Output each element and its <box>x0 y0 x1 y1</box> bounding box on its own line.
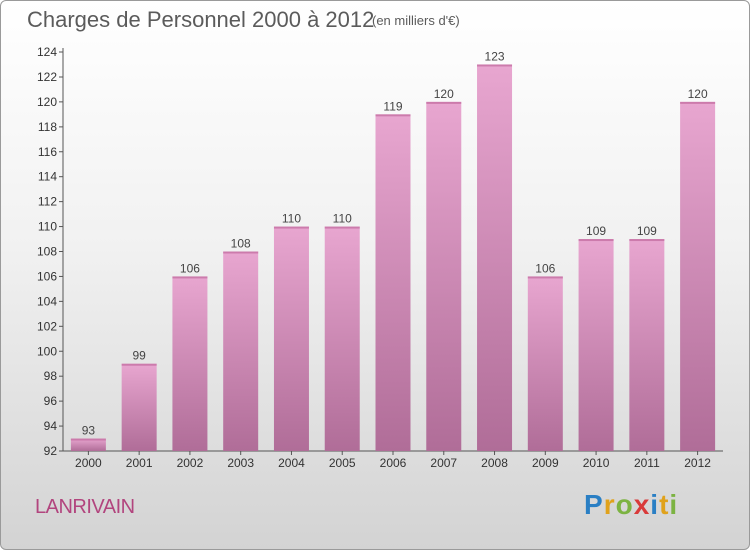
y-tick-label: 112 <box>38 195 57 209</box>
bar-2008 <box>477 64 513 451</box>
y-tick-label: 120 <box>37 95 57 109</box>
commune-name: LANRIVAIN <box>35 496 135 518</box>
bar-2009 <box>527 276 563 451</box>
logo-letter: t <box>659 489 670 520</box>
proxiti-logo: Proxiti <box>584 489 678 521</box>
chart-subtitle: (en milliers d'€) <box>372 13 460 28</box>
bar-2004 <box>273 226 309 451</box>
data-label: 108 <box>231 237 251 251</box>
y-tick-label: 116 <box>38 145 57 159</box>
y-tick-label: 96 <box>44 394 58 408</box>
x-tick-label: 2007 <box>430 456 457 470</box>
y-tick-label: 110 <box>38 220 57 234</box>
y-tick-label: 108 <box>37 245 57 259</box>
x-tick-label: 2008 <box>481 456 508 470</box>
x-tick-label: 2005 <box>329 456 356 470</box>
bar-2001 <box>121 363 157 451</box>
bar-top-edge <box>70 438 106 441</box>
bar-2011 <box>629 239 665 451</box>
chart-title: Charges de Personnel 2000 à 2012 <box>27 7 375 32</box>
bar-top-edge <box>527 276 563 279</box>
bar-top-edge <box>477 64 513 67</box>
y-tick-label: 102 <box>37 319 57 333</box>
bar-top-edge <box>324 226 360 229</box>
data-label: 106 <box>535 261 555 275</box>
data-label: 110 <box>333 212 352 226</box>
x-tick-label: 2012 <box>684 456 711 470</box>
bar-2007 <box>426 101 462 451</box>
x-tick-label: 2003 <box>227 456 254 470</box>
bar-2000 <box>70 438 106 451</box>
y-tick-label: 124 <box>37 45 57 59</box>
data-label: 110 <box>282 212 301 226</box>
y-tick-label: 118 <box>38 120 57 134</box>
data-label: 120 <box>688 87 708 101</box>
logo-letter: i <box>650 489 660 520</box>
bar-2003 <box>223 251 259 451</box>
logo-letter: o <box>615 489 634 520</box>
y-tick-label: 94 <box>44 419 58 433</box>
logo-letter: x <box>633 489 651 520</box>
bar-top-edge <box>121 363 157 366</box>
y-tick-label: 104 <box>37 294 57 308</box>
x-tick-label: 2000 <box>75 456 102 470</box>
y-tick-label: 98 <box>44 369 58 383</box>
x-tick-label: 2010 <box>583 456 610 470</box>
bar-top-edge <box>223 251 259 254</box>
y-tick-label: 122 <box>37 70 57 84</box>
bar-2002 <box>172 276 208 451</box>
x-tick-label: 2009 <box>532 456 559 470</box>
data-label: 119 <box>383 99 402 113</box>
bar-2010 <box>578 239 614 451</box>
x-tick-label: 2006 <box>380 456 407 470</box>
y-tick-label: 100 <box>37 344 57 358</box>
bar-top-edge <box>629 239 665 242</box>
logo-letter: P <box>584 489 604 520</box>
bar-top-edge <box>273 226 309 229</box>
bar-2012 <box>680 101 716 451</box>
data-label: 109 <box>637 224 657 238</box>
bar-top-edge <box>172 276 208 279</box>
bar-top-edge <box>426 101 462 104</box>
x-tick-label: 2001 <box>126 456 153 470</box>
x-tick-label: 2004 <box>278 456 305 470</box>
logo-letter: r <box>603 489 616 520</box>
data-label: 123 <box>485 49 505 63</box>
data-label: 106 <box>180 261 200 275</box>
data-label: 109 <box>586 224 606 238</box>
logo-letter: i <box>669 489 679 520</box>
bar-2006 <box>375 114 411 451</box>
y-tick-label: 92 <box>44 444 58 458</box>
data-label: 99 <box>132 349 146 363</box>
data-label: 120 <box>434 87 454 101</box>
y-tick-label: 114 <box>38 170 57 184</box>
bar-2005 <box>324 226 360 451</box>
y-tick-label: 106 <box>37 269 57 283</box>
bar-top-edge <box>578 239 614 242</box>
x-tick-label: 2011 <box>634 456 660 470</box>
bar-top-edge <box>375 114 411 117</box>
x-tick-label: 2002 <box>177 456 204 470</box>
data-label: 93 <box>82 424 96 438</box>
bar-top-edge <box>680 101 716 104</box>
